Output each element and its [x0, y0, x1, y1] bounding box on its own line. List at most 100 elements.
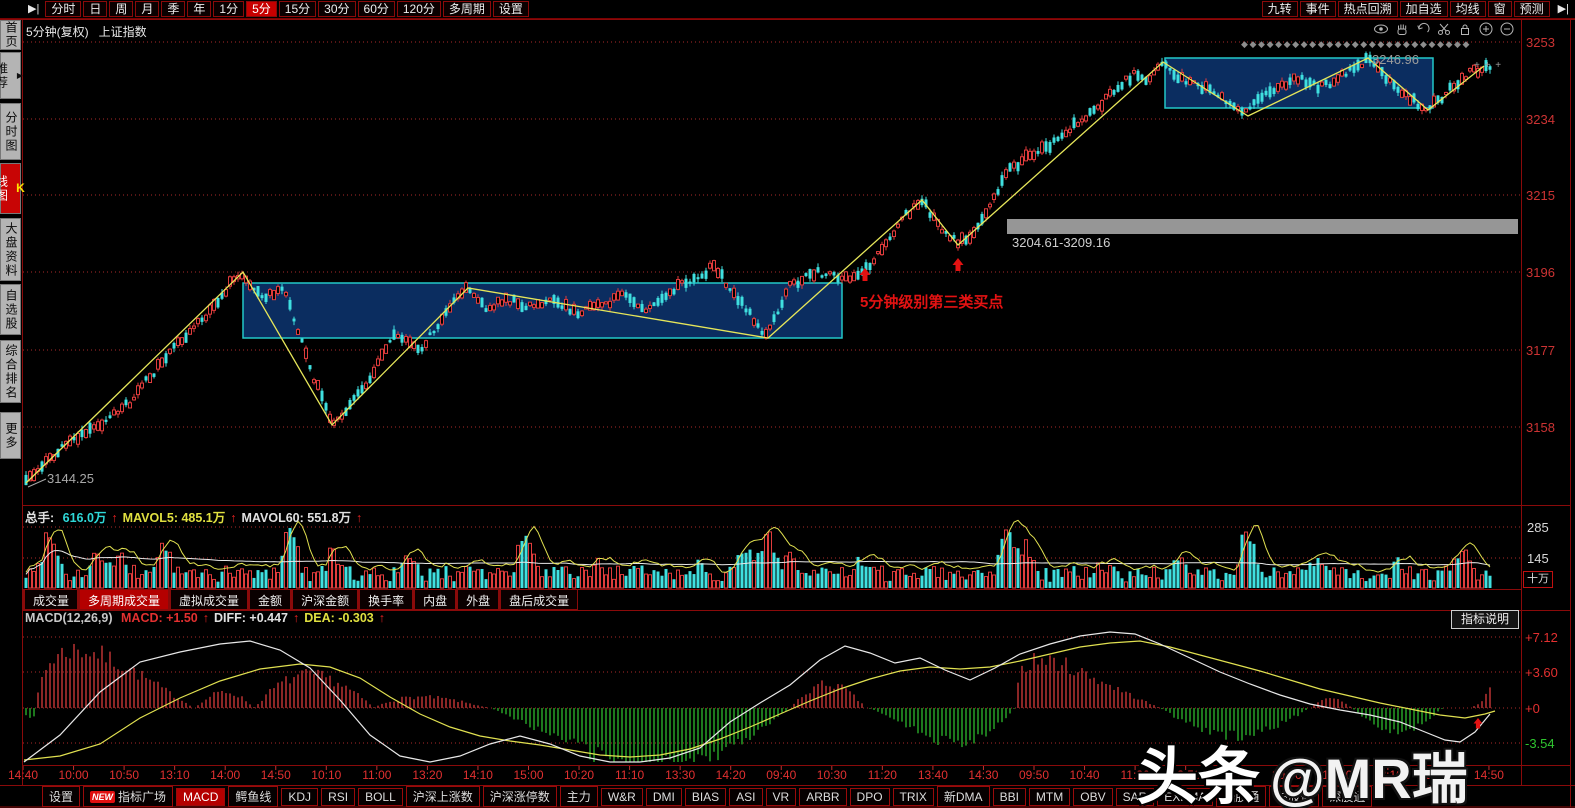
undo-icon[interactable] [1415, 21, 1431, 37]
period-tab-分时[interactable]: 分时 [45, 1, 82, 17]
volume-tab-成交量[interactable]: 成交量 [23, 589, 79, 610]
period-tab-120分[interactable]: 120分 [396, 1, 441, 17]
period-tab-周[interactable]: 周 [109, 1, 134, 17]
indicator-tab-label: 沪深上涨数 [412, 790, 473, 804]
time-label: 10:10 [311, 768, 342, 782]
indicator-tab-沪深上涨数[interactable]: 沪深上涨数 [405, 786, 480, 807]
period-tab-日[interactable]: 日 [83, 1, 108, 17]
zoom-out-icon[interactable] [1499, 21, 1515, 37]
time-label: 14:30 [968, 768, 999, 782]
volume-tab-盘后成交量[interactable]: 盘后成交量 [499, 589, 579, 610]
indicator-tab-label: 新DMA [943, 790, 983, 804]
volume-tab-金额[interactable]: 金额 [248, 589, 292, 610]
sidebar-item-大盘资料[interactable]: 大盘资料 [0, 218, 21, 281]
period-tab-多周期[interactable]: 多周期 [442, 1, 491, 17]
indicator-tab-SAR[interactable]: SAR [1115, 787, 1155, 806]
indicator-toolbar: 设置 NEW 指标广场 MACD 鳄鱼线 KDJ RSI BOLL 沪深上涨数 沪深涨停数 主力 W&… [0, 786, 1575, 807]
indicator-tab-陆股通[interactable]: 陆股通 [1216, 786, 1267, 807]
indicator-tab-BBI[interactable]: BBI [992, 787, 1026, 806]
topbar-item-热点回溯[interactable]: 热点回溯 [1337, 1, 1398, 17]
sidebar-item-K线图[interactable]: K 线图 [0, 163, 28, 214]
indicator-tab-label: BIAS [691, 789, 720, 804]
sidebar-item-首页[interactable]: 首页 [0, 20, 21, 50]
volume-tab-换手率[interactable]: 换手率 [358, 589, 414, 610]
indicator-tab-鳄鱼线[interactable]: 鳄鱼线 [228, 786, 279, 807]
period-tab-30分[interactable]: 30分 [318, 1, 356, 17]
indicator-tab-TRIX[interactable]: TRIX [892, 787, 934, 806]
volume-tab-沪深金额[interactable]: 沪深金额 [291, 589, 359, 610]
topbar-item-九转[interactable]: 九转 [1261, 1, 1298, 17]
period-tab-季[interactable]: 季 [161, 1, 186, 17]
indicator-tab-RSI[interactable]: RSI [321, 787, 356, 806]
indicator-tab-MACD[interactable]: MACD [176, 787, 226, 806]
topbar-item-均线[interactable]: 均线 [1449, 1, 1486, 17]
volume-tab-外盘[interactable]: 外盘 [456, 589, 500, 610]
sidebar-item-推荐[interactable]: ▶ 推荐 [0, 52, 25, 99]
indicator-tab-W&R[interactable]: W&R [600, 787, 643, 806]
indicator-tab-label: EXPMA [1164, 789, 1207, 804]
indicator-tab-BOLL[interactable]: BOLL [358, 787, 403, 806]
lock-icon[interactable] [1457, 21, 1473, 37]
hand-icon[interactable] [1394, 21, 1410, 37]
topbar-item-预测[interactable]: 预测 [1513, 1, 1550, 17]
zigzag-line [25, 57, 1485, 484]
period-tab-年[interactable]: 年 [187, 1, 212, 17]
sidebar-item-分时图[interactable]: 分时图 [0, 103, 21, 160]
sidebar-item-自选股[interactable]: 自选股 [0, 284, 21, 335]
indicator-tab-label: BBI [999, 789, 1019, 804]
nav-right-icon[interactable]: ▶| [1557, 3, 1569, 15]
sidebar-item-更多[interactable]: 更多 [0, 412, 21, 459]
topbar-item-窗[interactable]: 窗 [1487, 1, 1512, 17]
time-label: 11:00 [362, 768, 392, 782]
indicator-tab-ARBR[interactable]: ARBR [799, 787, 847, 806]
gridlines [23, 41, 1521, 744]
topbar-item-事件[interactable]: 事件 [1299, 1, 1336, 17]
indicator-tab-深股通[interactable]: 深股通 [1322, 786, 1373, 807]
period-tab-5分[interactable]: 5分 [246, 1, 277, 17]
indicator-tab-OBV[interactable]: OBV [1073, 787, 1113, 806]
indicator-tab-label: TRIX [899, 789, 927, 804]
period-tab-15分[interactable]: 15分 [278, 1, 317, 17]
indicator-tab-MTM[interactable]: MTM [1028, 787, 1071, 806]
period-tab-设置[interactable]: 设置 [492, 1, 529, 17]
indicator-tab-VR[interactable]: VR [765, 787, 797, 806]
volume-tab-内盘[interactable]: 内盘 [413, 589, 457, 610]
indicator-tab-新DMA[interactable]: 新DMA [936, 786, 990, 807]
indicator-tab-ASI[interactable]: ASI [729, 787, 763, 806]
sidebar-item-综合排名[interactable]: 综合排名 [0, 340, 21, 403]
topbar-item-加自选[interactable]: 加自选 [1399, 1, 1448, 17]
indicator-tab-沪股通[interactable]: 沪股通 [1269, 786, 1320, 807]
indicator-tab-DMI[interactable]: DMI [645, 787, 682, 806]
time-label: 13:10 [1372, 768, 1403, 782]
top-toolbar: ▶| 分时日周月季年 1分 5分 15分 30分 60分 120分 多周期 设置 九转 事件 热点回… [0, 0, 1575, 19]
indicator-tab-设置[interactable]: 设置 [42, 786, 81, 807]
time-label: 13:50 [1170, 768, 1201, 782]
indicator-tab-BIAS[interactable]: BIAS [684, 787, 727, 806]
macd-histogram [25, 643, 1491, 762]
indicator-tab-指标广场[interactable]: NEW 指标广场 [83, 786, 174, 807]
indicator-tab-label: 沪深涨停数 [489, 790, 550, 804]
nav-left-icon[interactable]: ▶| [28, 3, 40, 15]
sidebar-item-label: 线图 [0, 174, 9, 203]
zoom-in-icon[interactable] [1478, 21, 1494, 37]
indicator-tab-label: SAR [1122, 789, 1148, 804]
indicator-tab-label: DPO [856, 789, 883, 804]
volume-tab-虚拟成交量[interactable]: 虚拟成交量 [169, 589, 249, 610]
indicator-tab-主力[interactable]: 主力 [559, 786, 598, 807]
indicator-tab-DPO[interactable]: DPO [849, 787, 890, 806]
period-tab-月[interactable]: 月 [135, 1, 160, 17]
indicator-tab-label: 沪股通 [1276, 790, 1313, 804]
indicator-tab-EXPMA[interactable]: EXPMA [1157, 787, 1214, 806]
eye-icon[interactable] [1373, 21, 1389, 37]
period-tab-1分[interactable]: 1分 [213, 1, 245, 17]
scissors-icon[interactable] [1436, 21, 1452, 37]
indicator-tab-label: 陆股通 [1223, 790, 1260, 804]
sidebar-item-label: 更多 [4, 421, 18, 450]
period-tab-60分[interactable]: 60分 [357, 1, 395, 17]
consolidation-boxes [242, 57, 1518, 339]
indicator-info-button[interactable]: 指标说明 [1451, 610, 1520, 629]
indicator-tab-KDJ[interactable]: KDJ [281, 787, 319, 806]
indicator-tab-沪深涨停数[interactable]: 沪深涨停数 [482, 786, 557, 807]
volume-tab-多周期成交量[interactable]: 多周期成交量 [78, 589, 170, 610]
